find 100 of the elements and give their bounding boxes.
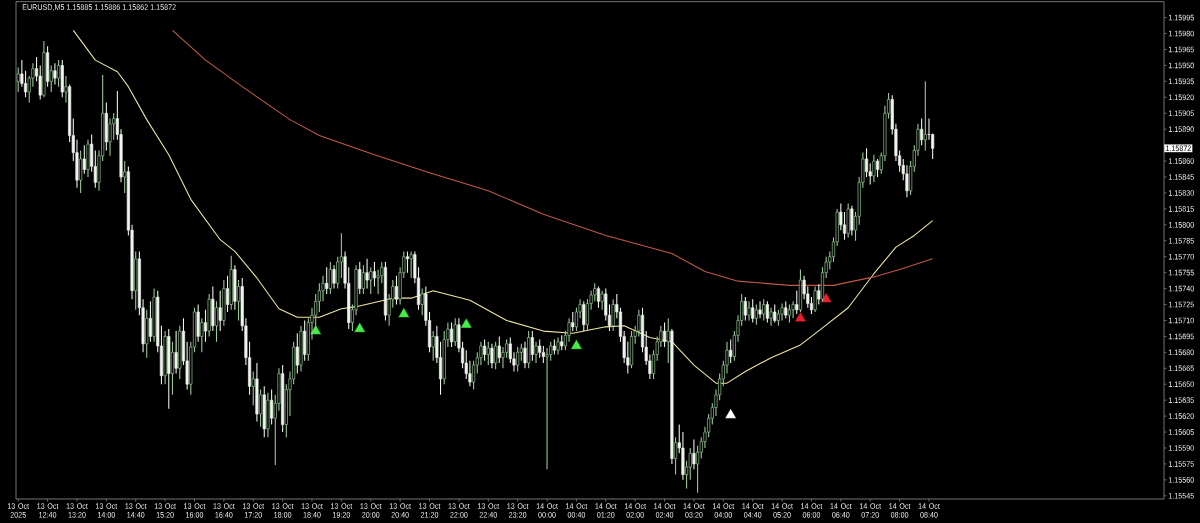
candlestick	[670, 328, 674, 465]
candlestick	[674, 436, 678, 476]
candlestick	[582, 300, 586, 332]
candlestick	[527, 330, 531, 369]
candlestick	[152, 288, 156, 343]
candlestick	[560, 334, 564, 351]
line-series	[171, 29, 934, 286]
candlestick	[494, 341, 498, 370]
point	[794, 311, 807, 322]
candlestick	[611, 298, 615, 332]
candlestick	[450, 322, 454, 348]
candlestick	[864, 147, 869, 178]
candlestick	[299, 325, 303, 373]
candlestick	[237, 279, 241, 322]
candlestick	[394, 275, 399, 306]
candlestick	[325, 266, 329, 295]
candlestick	[842, 211, 847, 241]
candlestick	[222, 279, 226, 327]
candlestick	[556, 336, 560, 356]
candlestick	[538, 339, 542, 359]
candlestick	[218, 290, 222, 332]
candlestick	[49, 64, 53, 93]
candlestick	[431, 330, 435, 362]
candlestick	[696, 445, 700, 494]
point	[820, 292, 833, 303]
candlestick	[163, 330, 167, 385]
candlestick	[79, 149, 83, 194]
candlestick	[472, 360, 476, 391]
point	[570, 339, 583, 350]
candlestick	[483, 339, 487, 362]
candlestick	[692, 438, 696, 470]
candlestick	[791, 300, 795, 319]
candlestick	[46, 45, 50, 88]
candlestick	[813, 285, 817, 313]
candlestick	[372, 261, 376, 287]
point	[353, 322, 366, 333]
candlestick	[174, 330, 178, 375]
candlestick	[196, 303, 200, 343]
candlestick	[600, 290, 604, 311]
candlestick	[270, 389, 274, 426]
candlestick	[178, 325, 182, 380]
candlestick	[743, 296, 747, 322]
candlestick	[497, 335, 501, 364]
candlestick	[42, 40, 46, 98]
candlestick	[251, 370, 255, 407]
candlestick	[754, 303, 758, 326]
candlestick	[405, 250, 410, 274]
candlestick	[57, 59, 61, 88]
candlestick	[784, 300, 788, 319]
candlestick	[123, 160, 127, 194]
candlestick	[534, 341, 538, 364]
candlestick	[255, 362, 259, 422]
candlestick	[409, 250, 413, 279]
candlestick	[596, 285, 601, 309]
point	[724, 408, 737, 419]
candlestick	[170, 341, 174, 396]
candlestick	[229, 255, 233, 311]
candlestick	[53, 62, 57, 86]
candlestick	[16, 67, 20, 93]
candlestick	[516, 346, 520, 373]
candlestick	[281, 364, 285, 433]
candlestick	[773, 303, 777, 324]
candlestick	[762, 298, 766, 322]
point	[397, 307, 410, 318]
point	[460, 317, 473, 329]
candlestick	[207, 293, 211, 337]
candlestick	[82, 144, 86, 175]
candlestick	[225, 275, 230, 313]
candlestick	[523, 341, 527, 369]
candlestick	[817, 283, 821, 306]
candlestick	[211, 285, 215, 332]
candlestick	[552, 339, 556, 356]
candlestick	[295, 332, 299, 375]
candlestick	[262, 385, 266, 438]
candlestick	[64, 75, 68, 104]
candlestick	[809, 296, 814, 315]
candlestick	[780, 302, 784, 322]
candlestick	[203, 309, 208, 343]
candlestick	[145, 309, 149, 359]
candlestick	[769, 307, 773, 327]
candlestick	[214, 300, 219, 343]
candlestick	[167, 328, 171, 410]
candlestick	[787, 303, 791, 324]
candlestick	[134, 250, 138, 311]
candlestick	[765, 300, 769, 324]
candlestick	[751, 298, 755, 324]
candlestick	[361, 264, 365, 295]
candlestick	[86, 139, 90, 178]
candlestick	[332, 264, 336, 290]
candlestick	[266, 392, 270, 438]
candlestick	[850, 205, 854, 236]
candlestick	[758, 300, 762, 319]
candlestick	[365, 258, 369, 290]
candlestick	[795, 290, 799, 315]
candlestick	[369, 266, 373, 295]
candlestick	[530, 330, 534, 362]
candlestick	[148, 300, 152, 343]
candlestick	[233, 264, 237, 311]
candlestick	[571, 311, 575, 332]
candlestick	[486, 341, 490, 366]
